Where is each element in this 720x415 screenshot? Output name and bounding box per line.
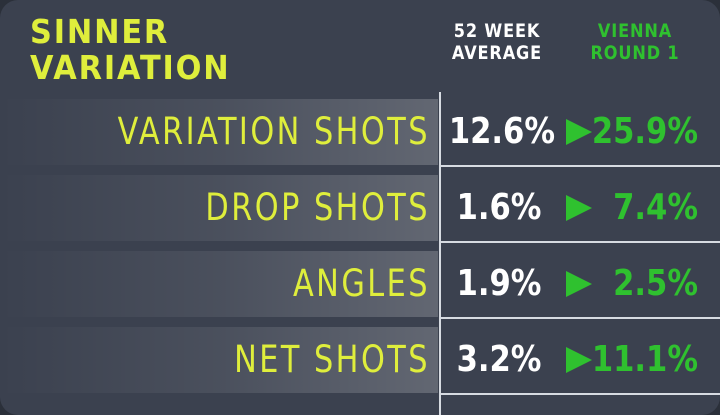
- row-band: [0, 99, 438, 165]
- average-value: 1.6%: [456, 187, 542, 228]
- row-band: [0, 327, 438, 393]
- vienna-value: 7.4%: [613, 187, 698, 228]
- column-header: ROUND 1: [590, 42, 680, 64]
- title-line: SINNER: [30, 12, 170, 51]
- arrow-icon: [566, 271, 592, 297]
- row-band: [0, 175, 438, 241]
- column-header: VIENNA: [597, 20, 673, 42]
- arrow-icon: [566, 195, 592, 221]
- vienna-value: 2.5%: [613, 263, 698, 304]
- row-band: [0, 251, 438, 317]
- column-divider: [439, 92, 441, 415]
- arrow-icon: [566, 119, 592, 145]
- average-value: 3.2%: [456, 339, 542, 380]
- vienna-value: 11.1%: [591, 339, 698, 380]
- row-label: ANGLES: [292, 262, 430, 305]
- column-header: 52 WEEK: [453, 20, 541, 42]
- title-line: VARIATION: [30, 48, 231, 87]
- row-divider: [441, 393, 720, 395]
- row-divider: [441, 241, 720, 243]
- arrow-icon: [566, 347, 592, 373]
- average-value: 12.6%: [448, 111, 556, 152]
- row-divider: [441, 317, 720, 319]
- column-header: AVERAGE: [451, 42, 543, 64]
- vienna-value: 25.9%: [591, 111, 698, 152]
- row-divider: [441, 165, 720, 167]
- row-label: DROP SHOTS: [205, 186, 430, 229]
- row-label: NET SHOTS: [234, 338, 430, 381]
- row-label: VARIATION SHOTS: [117, 110, 431, 153]
- average-value: 1.9%: [456, 263, 542, 304]
